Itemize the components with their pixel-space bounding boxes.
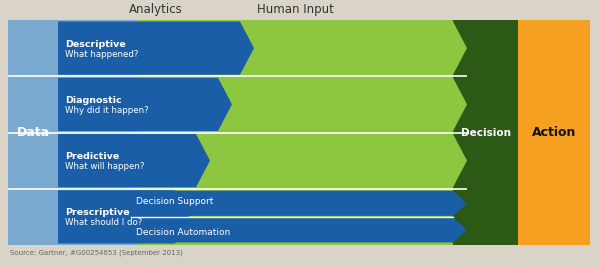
Text: Data: Data xyxy=(16,126,50,139)
Bar xyxy=(138,20,453,245)
Text: Analytics: Analytics xyxy=(129,3,183,17)
Text: What happened?: What happened? xyxy=(65,50,139,59)
Bar xyxy=(8,20,590,245)
Text: What will happen?: What will happen? xyxy=(65,162,145,171)
Polygon shape xyxy=(58,22,254,75)
Polygon shape xyxy=(118,191,467,216)
Text: Action: Action xyxy=(532,126,576,139)
Text: Why did it happen?: Why did it happen? xyxy=(65,106,149,115)
Text: What should I do?: What should I do? xyxy=(65,218,142,227)
Text: Human Input: Human Input xyxy=(257,3,334,17)
Text: Descriptive: Descriptive xyxy=(65,40,126,49)
Bar xyxy=(518,20,590,245)
Polygon shape xyxy=(118,78,467,131)
Bar xyxy=(453,20,518,245)
Polygon shape xyxy=(58,134,210,187)
Text: Decision Support: Decision Support xyxy=(136,197,214,206)
Polygon shape xyxy=(58,78,232,131)
Text: Decision: Decision xyxy=(461,128,511,138)
Text: Diagnostic: Diagnostic xyxy=(65,96,122,105)
Polygon shape xyxy=(118,134,467,187)
Text: Decision Automation: Decision Automation xyxy=(136,227,230,237)
Text: Source: Gartner, #G00254653 (September 2013): Source: Gartner, #G00254653 (September 2… xyxy=(10,250,183,257)
Polygon shape xyxy=(118,217,467,242)
Polygon shape xyxy=(118,22,467,75)
Text: Predictive: Predictive xyxy=(65,152,119,161)
Text: Prescriptive: Prescriptive xyxy=(65,208,130,217)
Polygon shape xyxy=(58,190,189,244)
